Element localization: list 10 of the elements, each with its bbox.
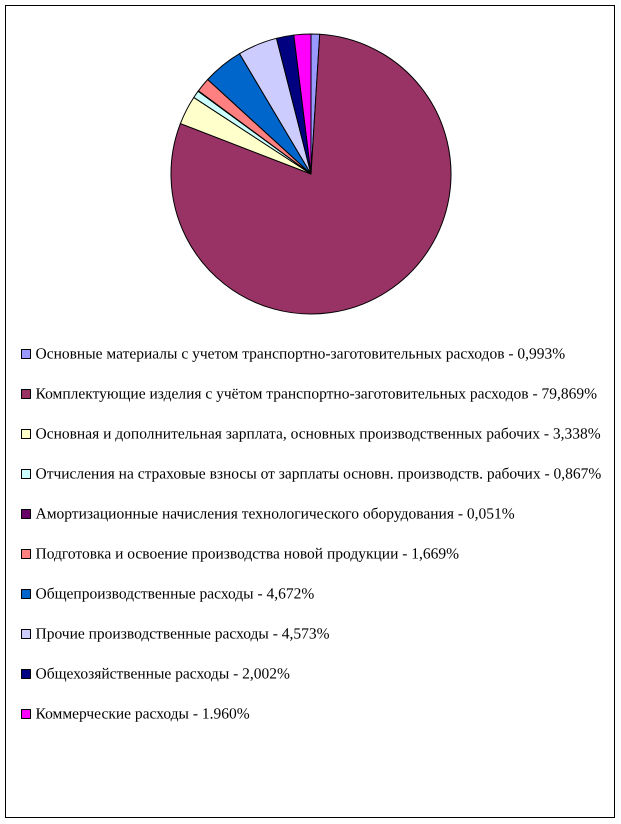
legend-label: Амортизационные начисления технологического оборудования - 0,051%	[36, 506, 515, 522]
legend-label: Комплектующие изделия с учётом транспортно-заготовительных расходов - 79,869%	[36, 386, 598, 402]
legend-label: Основные материалы с учетом транспортно-заготовительных расходов - 0,993%	[36, 346, 566, 362]
legend-label: Общепроизводственные расходы - 4,672%	[36, 586, 314, 602]
legend-label: Подготовка и освоение производства новой продукции - 1,669%	[36, 546, 460, 562]
legend-label: Прочие производственные расходы - 4,573%	[36, 626, 330, 642]
legend-label: Отчисления на страховые взносы от зарплаты основн. производств. рабочих - 0,867%	[36, 466, 602, 482]
legend-label: Общехозяйственные расходы - 2,002%	[36, 666, 290, 682]
legend-label: Основная и дополнительная зарплата, основных производственных рабочих - 3,338%	[36, 426, 601, 442]
legend-label: Коммерческие расходы - 1.960%	[36, 706, 250, 722]
